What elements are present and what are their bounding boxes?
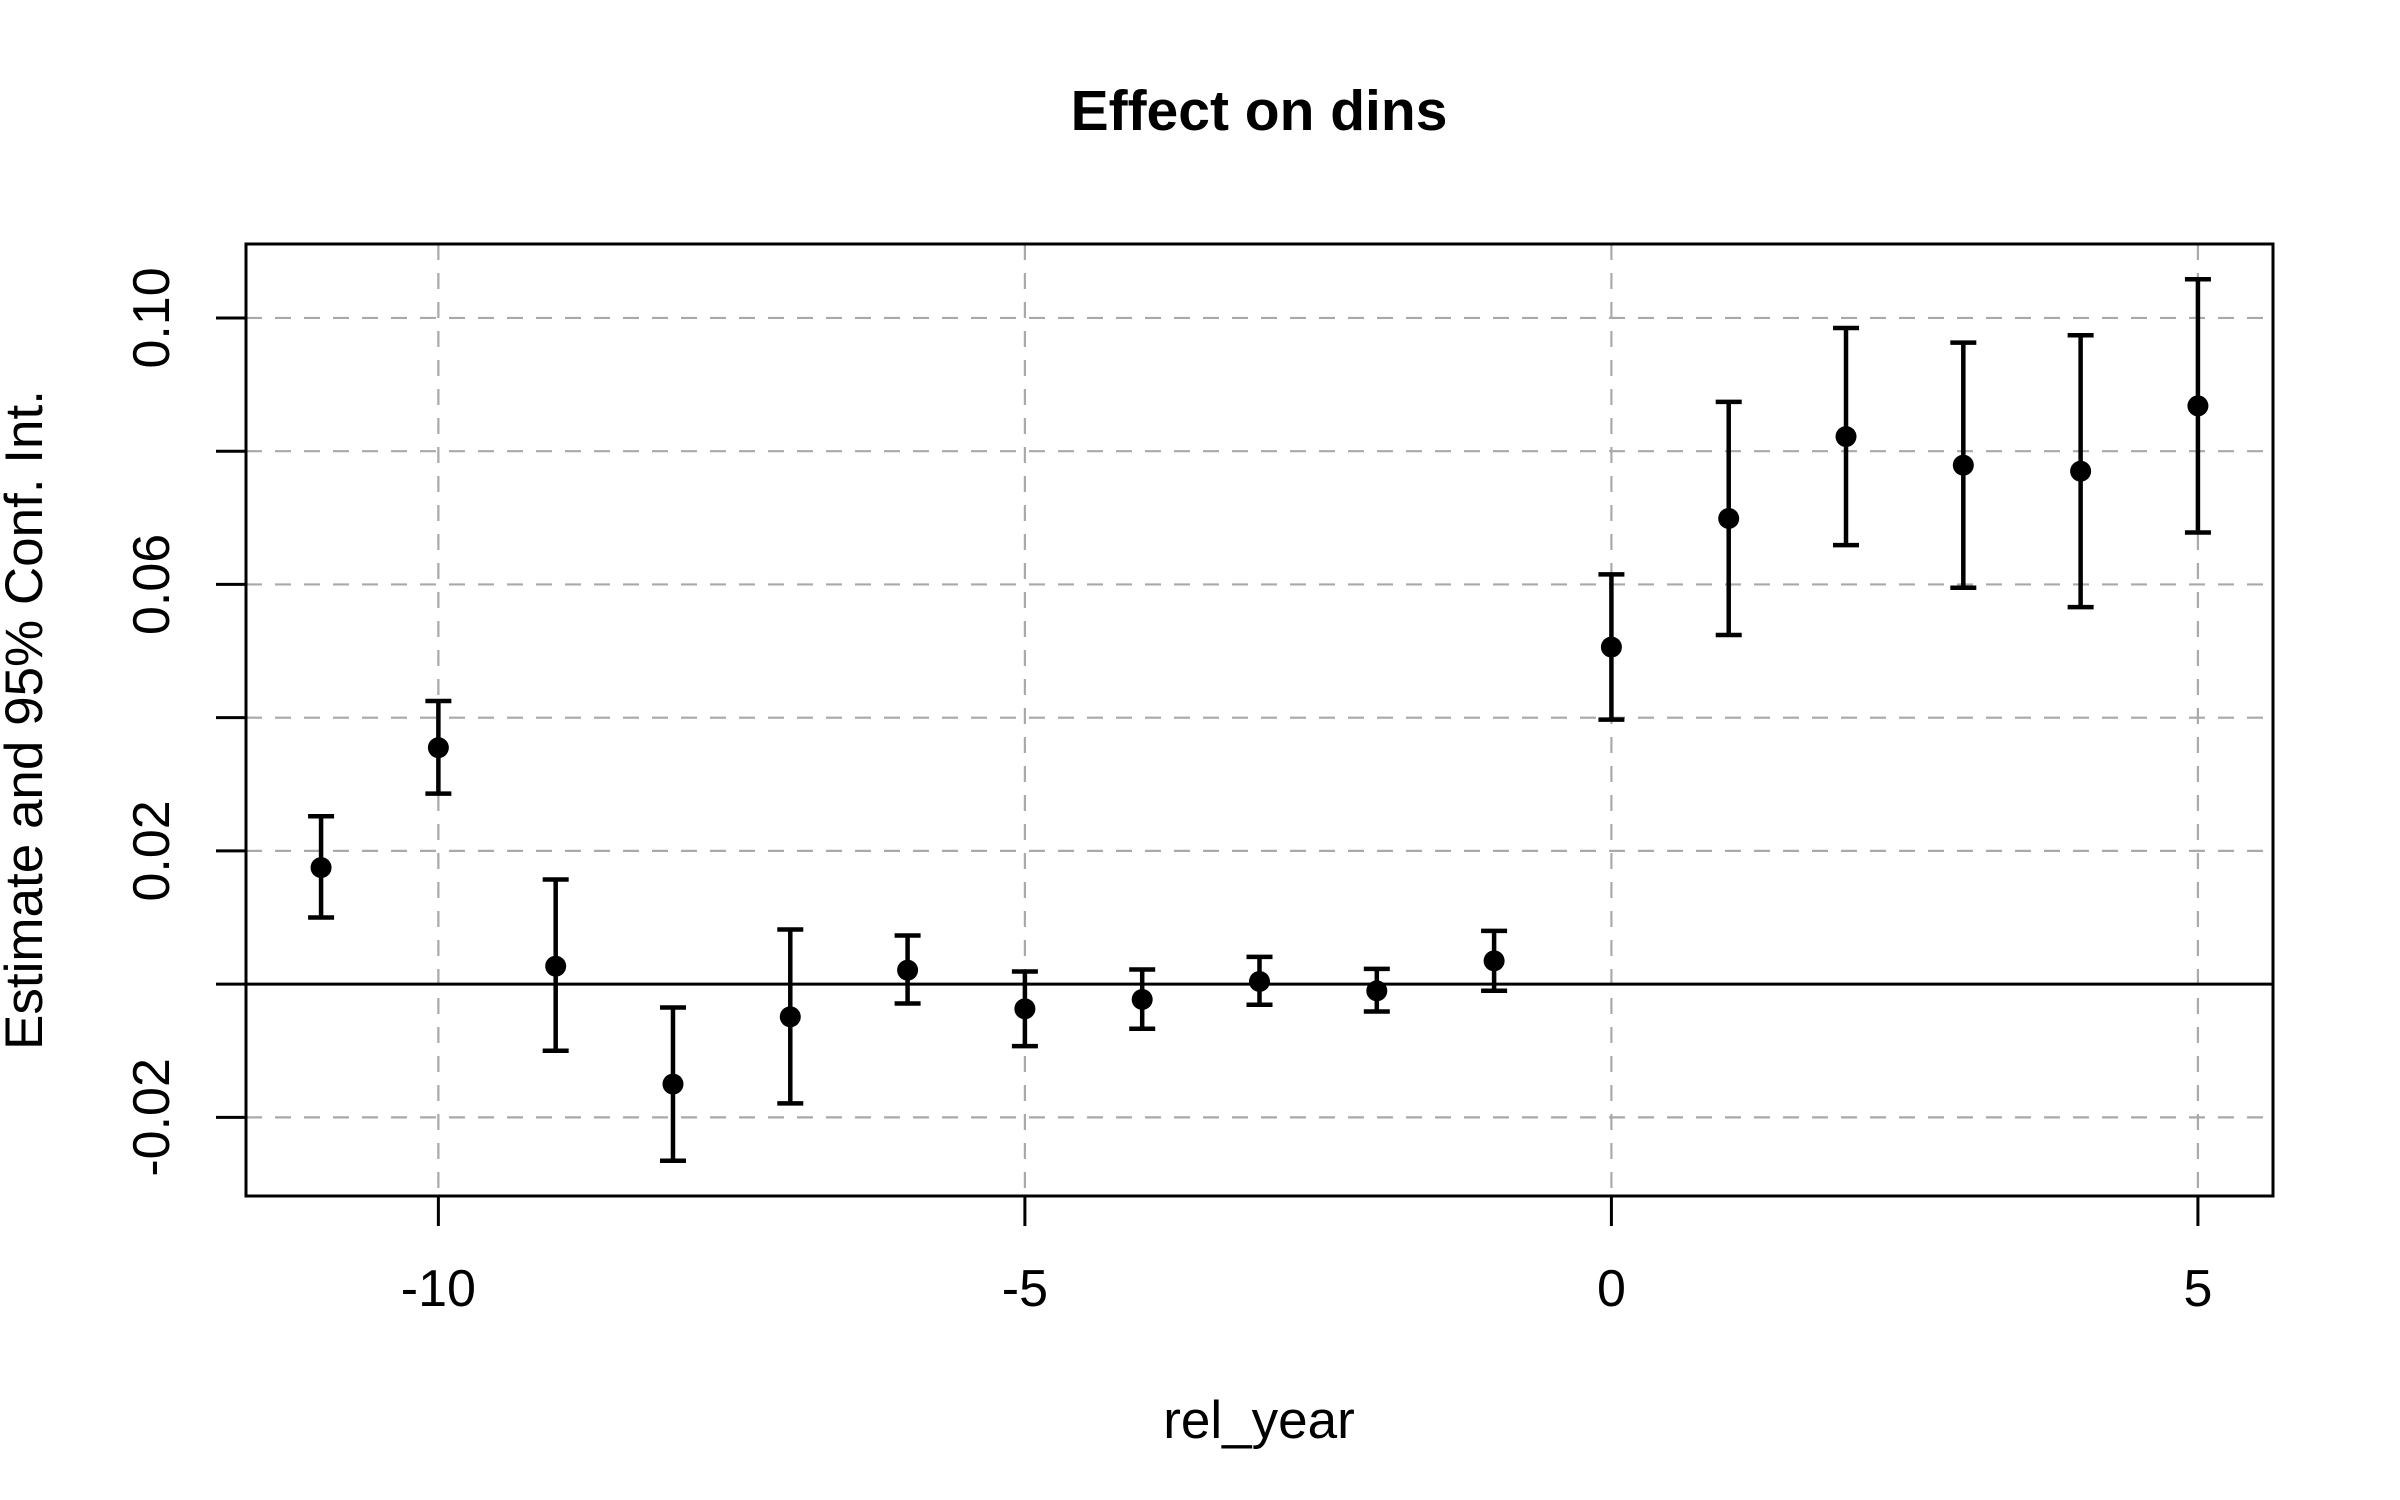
data-point	[1249, 970, 1270, 992]
data-point	[2187, 395, 2209, 417]
data-point	[1835, 426, 1857, 448]
data-point	[1366, 980, 1388, 1002]
data-point	[427, 737, 449, 759]
plot-border	[244, 242, 2275, 1198]
data-layer	[308, 277, 2211, 1163]
grid-layer	[246, 244, 2273, 1196]
axis-layer: -0.02 0.02 0.06 0.10 -10 -5 0 5	[123, 242, 2275, 1318]
data-point	[779, 1006, 801, 1028]
x-tick-label: 5	[2183, 1260, 2212, 1318]
data-point	[1483, 950, 1505, 972]
y-axis-label: Estimate and 95% Conf. Int.	[0, 390, 54, 1050]
data-point	[1718, 507, 1740, 529]
x-tick-label: 0	[1597, 1260, 1626, 1318]
data-point	[2070, 460, 2092, 482]
x-axis-label: rel_year	[1163, 1391, 1354, 1450]
data-point	[897, 959, 919, 981]
y-tick-label: 0.06	[123, 534, 181, 635]
y-tick-label: 0.10	[123, 267, 181, 368]
chart-title: Effect on dins	[1071, 79, 1448, 143]
x-tick-label: -10	[401, 1260, 476, 1318]
y-tick-label: 0.02	[123, 800, 181, 901]
data-point	[310, 857, 332, 879]
data-point	[1600, 636, 1622, 658]
data-point	[1131, 988, 1153, 1010]
data-point	[1952, 454, 1974, 476]
data-point	[545, 955, 567, 977]
x-tick-label: -5	[1002, 1260, 1048, 1318]
data-point	[1014, 998, 1036, 1020]
data-point	[662, 1073, 684, 1095]
y-tick-label: -0.02	[123, 1058, 181, 1177]
